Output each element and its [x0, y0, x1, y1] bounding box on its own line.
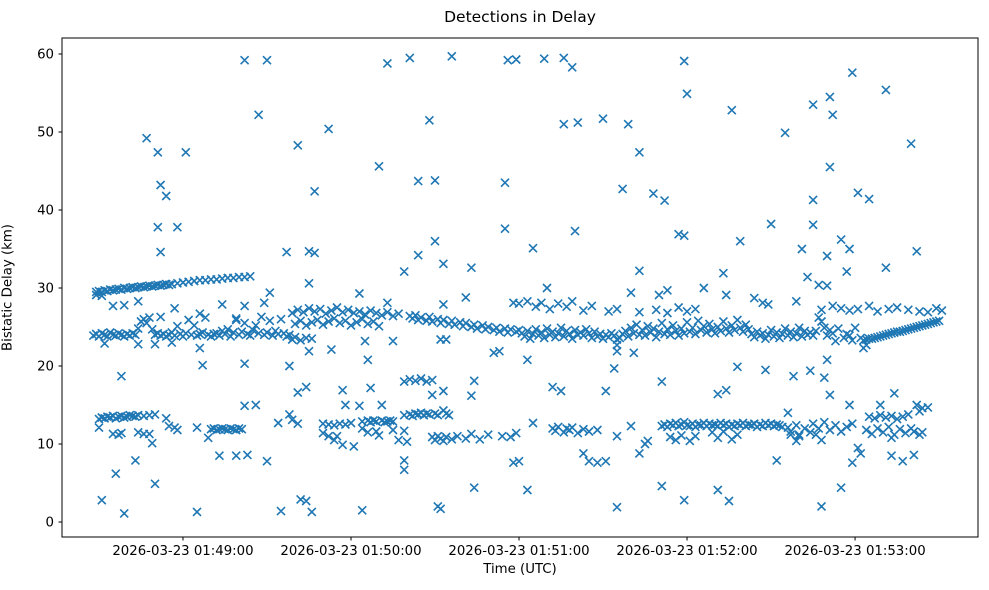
y-tick-label: 30 [37, 282, 54, 297]
x-tick-label: 2026-03-23 01:50:00 [280, 544, 421, 559]
y-tick-label: 20 [37, 360, 54, 375]
y-tick-label: 0 [46, 516, 54, 531]
y-axis-label: Bistatic Delay (km) [0, 224, 16, 351]
x-tick-label: 2026-03-23 01:49:00 [112, 544, 253, 559]
y-tick-label: 40 [37, 204, 54, 219]
y-tick-label: 50 [37, 125, 54, 140]
x-tick-label: 2026-03-23 01:53:00 [784, 544, 925, 559]
x-axis-label: Time (UTC) [483, 562, 557, 577]
x-tick-label: 2026-03-23 01:51:00 [448, 544, 589, 559]
axes-spines [61, 37, 979, 538]
chart-title: Detections in Delay [444, 8, 596, 26]
y-tick-label: 60 [37, 47, 54, 62]
y-axis-ticks: 0 10 20 30 40 50 60 [37, 47, 62, 531]
x-axis-ticks: 2026-03-23 01:49:00 2026-03-23 01:50:00 20… [112, 537, 926, 559]
x-tick-label: 2026-03-23 01:52:00 [616, 544, 757, 559]
scatter-markers [88, 51, 947, 518]
y-tick-label: 10 [37, 438, 54, 453]
